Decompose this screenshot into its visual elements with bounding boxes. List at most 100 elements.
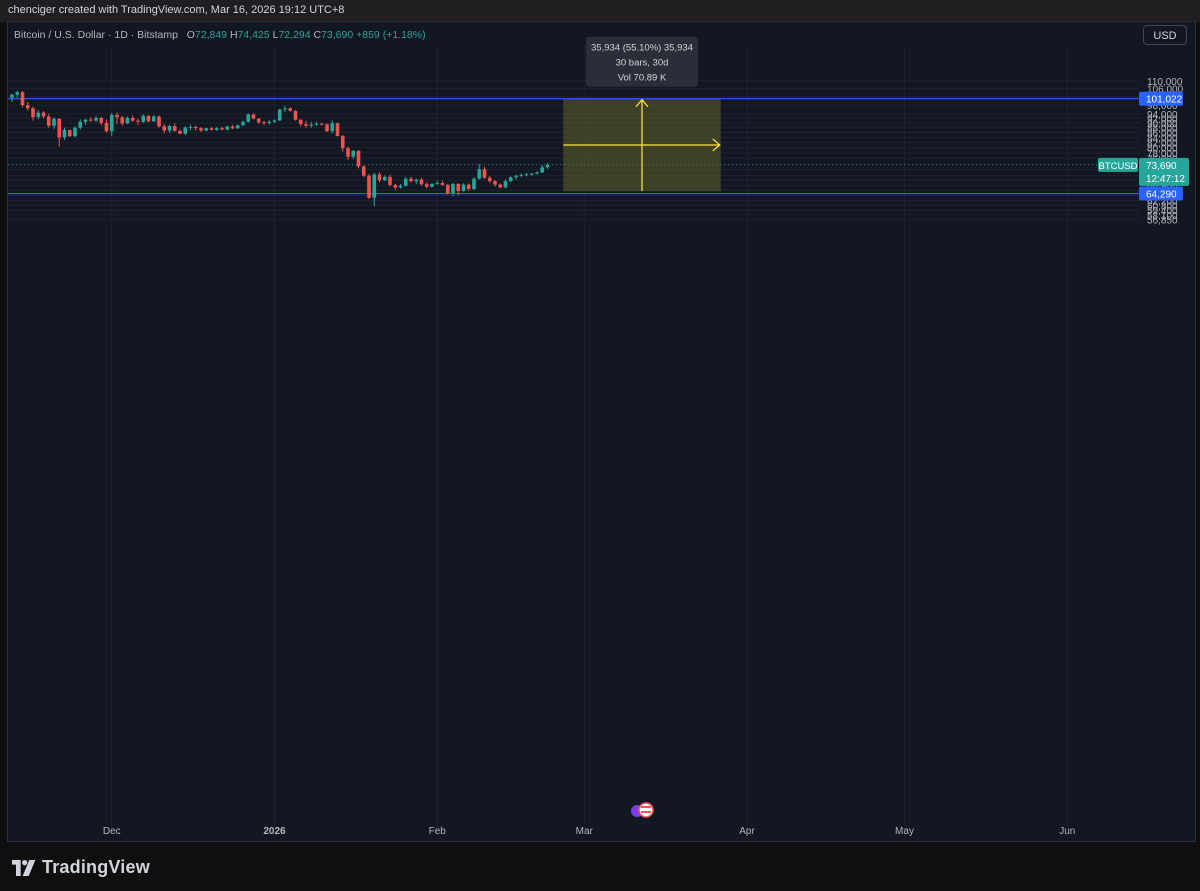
time-tick-label: May [895, 826, 914, 837]
candle [125, 116, 130, 125]
candle-body [325, 124, 329, 132]
candle-body [372, 174, 377, 198]
candle [136, 118, 140, 126]
candle [88, 116, 93, 122]
candle [109, 112, 114, 137]
candle [398, 183, 403, 189]
candle-body [466, 184, 471, 189]
candle-body [120, 117, 125, 124]
candle-body [304, 124, 308, 126]
price-tick-label: 98,000 [1147, 101, 1178, 112]
candle [235, 124, 240, 129]
candle [62, 127, 67, 140]
candle [351, 149, 356, 159]
price-tick-label: 80,000 [1147, 144, 1178, 155]
candle-body [519, 174, 524, 176]
price-tick-label: 106,000 [1147, 85, 1184, 96]
candlestick-series [10, 90, 550, 207]
candle [519, 173, 524, 178]
axis-price-labels: 101,022 64,290 BTCUSD 73,690 12:47:12 [1098, 91, 1189, 201]
time-axis[interactable]: Dec 2026 Feb Mar Apr May Jun [103, 826, 1075, 837]
candle-body [246, 114, 251, 122]
candle-body [403, 178, 408, 186]
us-flag-stripe [641, 806, 651, 808]
candle [151, 114, 156, 122]
candle-body [178, 130, 182, 134]
candle-body [346, 148, 350, 157]
candle [424, 182, 429, 189]
candle-body [335, 123, 340, 136]
candle [220, 126, 224, 131]
candle-body [88, 119, 93, 121]
candle-body [456, 183, 461, 191]
candle-body [477, 169, 482, 179]
candle-body [508, 177, 513, 182]
horizontal-line-price-label: 101,022 [1146, 95, 1183, 106]
candle [335, 122, 340, 137]
tradingview-logo[interactable]: TradingView [12, 857, 150, 878]
chart-frame[interactable] [7, 21, 1196, 842]
candle [157, 115, 161, 128]
candle [141, 114, 146, 123]
measure-arrow-head-up [635, 98, 649, 108]
candle [503, 179, 508, 189]
candle [10, 93, 14, 102]
candle-body [62, 130, 67, 138]
candle [325, 123, 329, 133]
candle-body [167, 126, 172, 131]
range-tooltip-line-2: 30 bars, 30d [616, 58, 669, 69]
candle [167, 124, 172, 133]
candle-body [545, 164, 550, 168]
candle-body [419, 179, 424, 185]
candle-body [388, 176, 392, 185]
candle [25, 101, 30, 111]
candle-body [151, 116, 156, 122]
candle [130, 115, 135, 123]
candle [419, 177, 424, 186]
price-tick-label: 110,000 [1147, 77, 1183, 88]
candle [493, 179, 497, 187]
price-tick-label: 82,000 [1147, 138, 1178, 149]
candle [83, 118, 88, 125]
candle-body [472, 178, 476, 189]
candle [104, 119, 109, 133]
candle-body [78, 121, 83, 128]
candle-body [356, 150, 361, 167]
horizontal-lines[interactable] [8, 98, 1140, 195]
candle [262, 120, 266, 126]
candle [430, 183, 434, 188]
candle [283, 105, 287, 113]
candle [456, 183, 461, 196]
candle [162, 124, 167, 134]
candle-body [298, 119, 303, 125]
candle [346, 146, 350, 160]
candle [241, 120, 245, 126]
date-price-range[interactable] [563, 98, 721, 192]
candle [482, 166, 487, 180]
candle-body [225, 126, 230, 130]
candle-body [272, 120, 277, 122]
candle [246, 113, 251, 123]
candle-body [115, 114, 119, 118]
tradingview-logo-icon [12, 859, 36, 876]
candle-body [314, 123, 319, 125]
candle [298, 119, 303, 127]
candle [251, 113, 256, 120]
price-tick-label: 90,000 [1147, 119, 1178, 130]
candle [52, 117, 56, 129]
candle [356, 150, 361, 169]
high-key: H [229, 29, 238, 41]
economic-events[interactable] [631, 802, 654, 818]
candle [31, 106, 35, 121]
candle [277, 108, 282, 122]
candle [146, 115, 151, 123]
candle [204, 127, 209, 132]
candle [367, 173, 371, 200]
us-flag-stripe [641, 811, 651, 813]
grid-lines [8, 45, 1140, 827]
candle [183, 126, 188, 135]
candle-body [46, 116, 51, 126]
candle-body [146, 115, 151, 122]
currency-button[interactable]: USD [1143, 25, 1187, 45]
